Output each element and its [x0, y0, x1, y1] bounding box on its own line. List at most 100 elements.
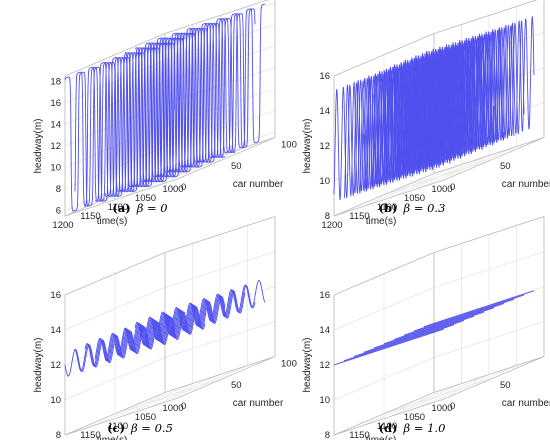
z-tick-label: 8 [56, 430, 61, 440]
x-tick-label: 1000 [162, 184, 183, 195]
caption-d-equation: β = 1.0 [403, 421, 446, 435]
series-line-car-40 [373, 38, 485, 185]
axes-top [333, 216, 545, 296]
grid-line [383, 377, 495, 415]
series-line-car-90 [154, 3, 265, 173]
z-tick-label: 18 [50, 76, 61, 87]
z-tick-label: 10 [50, 163, 61, 174]
series-line-car-30 [363, 315, 474, 353]
grid-line [333, 321, 545, 401]
y-tick-label: 100 [281, 140, 297, 151]
y-tick-label: 100 [281, 359, 297, 370]
grid-line [383, 158, 495, 196]
caption-b-label: (b) [379, 201, 398, 215]
series-line-car-30 [94, 306, 206, 362]
axes-top [64, 216, 276, 296]
x-tick-label: 1150 [349, 430, 369, 440]
z-tick-label: 8 [56, 184, 61, 195]
grid-line [64, 216, 276, 296]
series-line-car-20 [84, 33, 196, 206]
x-tick-label: 1200 [321, 220, 342, 231]
y-tick-label: 50 [500, 161, 511, 172]
z-tick-label: 12 [50, 141, 61, 152]
caption-b-equation: β = 0.3 [403, 201, 446, 215]
z-tick-label: 16 [50, 290, 61, 301]
series-line-car-80 [144, 8, 256, 178]
series-line-car-60 [393, 303, 505, 340]
series-line-car-80 [413, 294, 525, 332]
caption-c: (c) β = 0.5 [107, 421, 173, 435]
grid-line [114, 377, 226, 415]
x-axis-label: time(s) [366, 216, 397, 227]
x-tick-label: 1150 [80, 430, 100, 440]
x-axis-label: time(s) [366, 435, 397, 440]
x-tick-label: 1050 [404, 412, 425, 423]
z-tick-label: 16 [50, 98, 61, 109]
series-line-car-0 [64, 317, 176, 377]
x-tick-label: 1150 [80, 211, 100, 222]
series-line-car-90 [154, 280, 266, 340]
x-tick-label: 1100 [108, 202, 128, 213]
z-tick-label: 10 [319, 395, 330, 406]
series-line-car-10 [343, 48, 455, 199]
z-tick-label: 10 [319, 176, 330, 187]
series-line-car-0 [333, 54, 445, 201]
z-tick-label: 8 [325, 211, 330, 222]
y-tick-label: 0 [450, 182, 455, 193]
series-line-car-0 [64, 42, 176, 212]
z-tick-label: 8 [325, 430, 330, 440]
ticks-c: 12001150110010501000050100810121416 [50, 290, 296, 440]
x-tick-label: 1050 [135, 412, 156, 423]
caption-d: (d) β = 1.0 [379, 421, 446, 435]
caption-a-equation: β = 0 [136, 201, 168, 215]
ticks-b: 12001150110010501000050100810121416 [319, 71, 511, 231]
series-group-c [64, 280, 266, 377]
y-tick-label: 0 [181, 401, 186, 412]
series-line-car-70 [403, 298, 514, 336]
grid-line [333, 216, 545, 296]
series-line-car-0 [333, 328, 445, 366]
z-tick-label: 6 [56, 206, 61, 217]
z-axis-label: headway(m) [302, 337, 313, 392]
y-tick-label: 50 [231, 380, 242, 391]
x-tick-label: 1200 [52, 220, 73, 231]
x-tick-label: 1000 [431, 403, 452, 414]
series-line-car-50 [383, 307, 494, 345]
x-tick-label: 1000 [162, 403, 183, 414]
x-tick-label: 1000 [431, 184, 452, 195]
caption-b: (b) β = 0.3 [379, 201, 446, 215]
series-line-car-40 [104, 301, 216, 361]
y-axis-label: car number [502, 179, 550, 190]
caption-c-equation: β = 0.5 [130, 421, 173, 435]
panel-b: 12001150110010501000050100810121416time(… [302, 0, 550, 231]
x-axis-label: time(s) [97, 216, 128, 227]
y-tick-label: 50 [500, 380, 511, 391]
series-line-car-90 [423, 290, 534, 328]
caption-d-label: (d) [379, 421, 398, 435]
z-tick-label: 16 [319, 71, 330, 82]
y-axis-label: car number [233, 179, 284, 190]
caption-a-label: (a) [112, 201, 130, 215]
caption-c-label: (c) [107, 421, 125, 435]
x-tick-label: 1100 [108, 421, 128, 432]
x-axis-label: time(s) [97, 435, 128, 440]
series-line-car-40 [373, 311, 485, 349]
series-line-car-10 [343, 324, 454, 362]
y-tick-label: 50 [231, 161, 242, 172]
x-tick-label: 1100 [377, 421, 397, 432]
z-axis-label: headway(m) [33, 337, 44, 392]
z-tick-label: 12 [50, 360, 61, 371]
y-tick-label: 0 [181, 182, 186, 193]
z-tick-label: 14 [50, 325, 61, 336]
series-group-d [333, 290, 534, 366]
panel-d: 12001150110010501000050100810121416time(… [302, 216, 550, 440]
z-tick-label: 12 [319, 360, 330, 371]
z-axis-label: headway(m) [302, 118, 313, 173]
z-tick-label: 10 [50, 395, 61, 406]
caption-a: (a) β = 0 [112, 201, 167, 215]
y-tick-label: 0 [450, 401, 455, 412]
series-group-a [64, 3, 265, 212]
